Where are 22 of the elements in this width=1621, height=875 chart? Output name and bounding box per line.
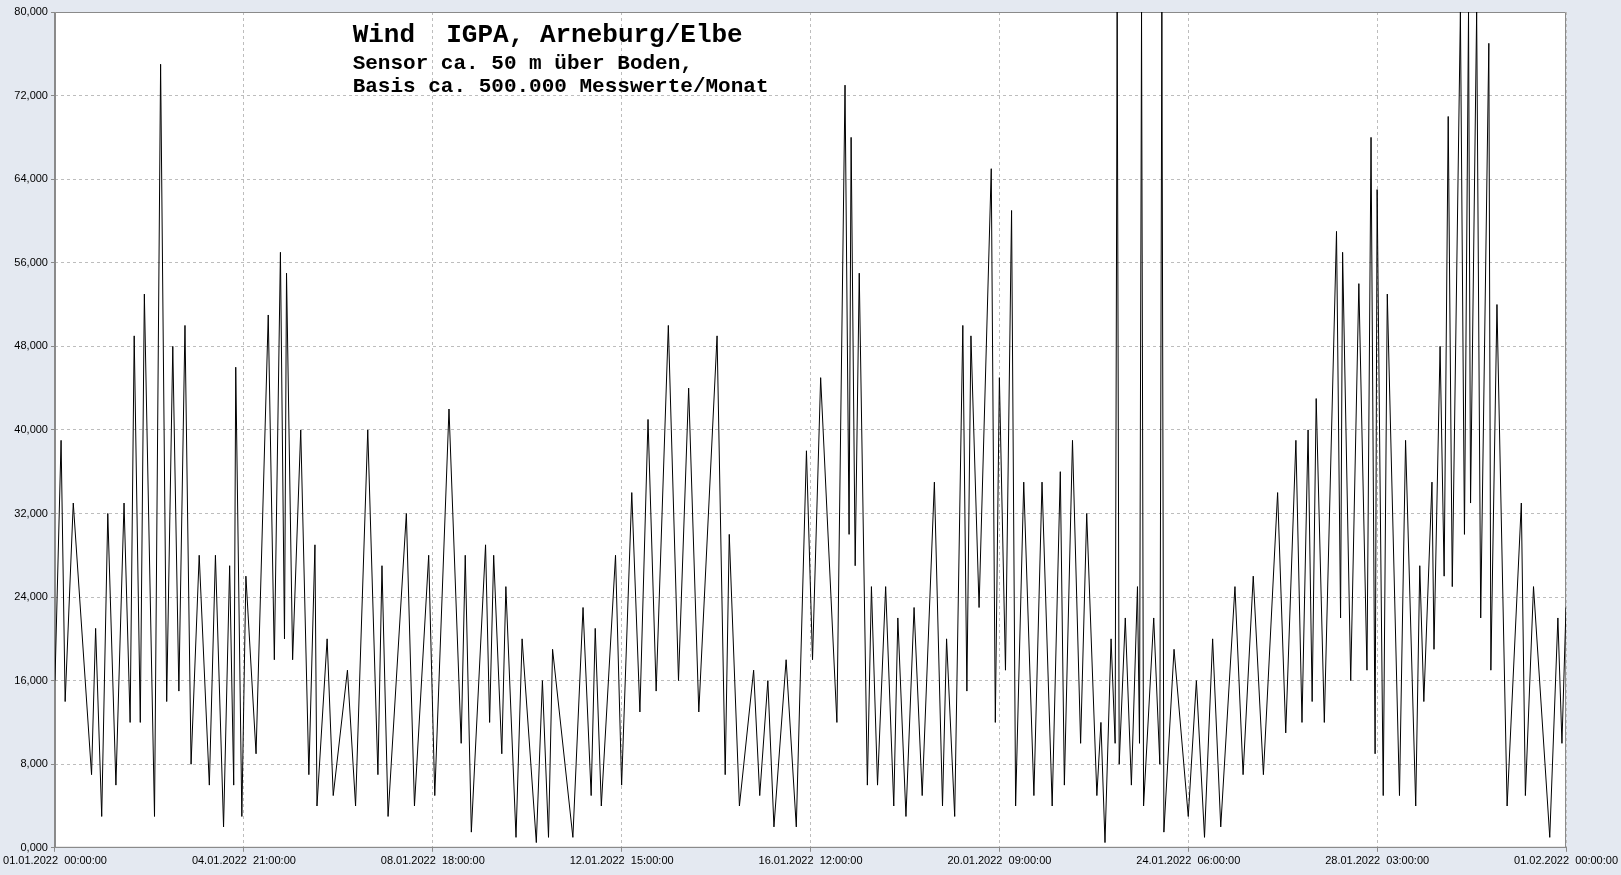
x-tick-label: 08.01.2022 18:00:00	[380, 854, 485, 867]
y-tick-label: 24,000	[14, 590, 48, 603]
y-tick-label: 0,000	[20, 840, 48, 853]
y-tick-label: 40,000	[14, 422, 48, 435]
x-tick-label: 20.01.2022 09:00:00	[947, 854, 1052, 867]
y-tick-label: 8,000	[20, 757, 48, 770]
x-tick-label: 28.01.2022 03:00:00	[1325, 854, 1430, 867]
y-tick-label: 32,000	[14, 506, 48, 519]
y-tick-label: 56,000	[14, 255, 48, 268]
x-tick-label: 16.01.2022 12:00:00	[758, 854, 863, 867]
x-tick-label: 01.01.2022 00:00:00	[3, 854, 107, 867]
y-tick-label: 72,000	[14, 88, 48, 101]
y-tick-label: 80,000	[14, 5, 48, 18]
x-tick-label: 12.01.2022 15:00:00	[569, 854, 674, 867]
x-tick-label: 24.01.2022 06:00:00	[1136, 854, 1241, 867]
y-tick-label: 64,000	[14, 172, 48, 185]
y-tick-label: 48,000	[14, 339, 48, 352]
x-tick-label: 01.02.2022 00:00:00	[1514, 854, 1618, 867]
y-tick-label: 16,000	[14, 673, 48, 686]
chart-title: Wind IGPA, Arneburg/Elbe	[352, 20, 743, 50]
x-tick-label: 04.01.2022 21:00:00	[191, 854, 296, 867]
text: Sensor ca. 50 m über Boden, Basis ca. 500.000 Messwerte/Monat	[352, 52, 769, 98]
